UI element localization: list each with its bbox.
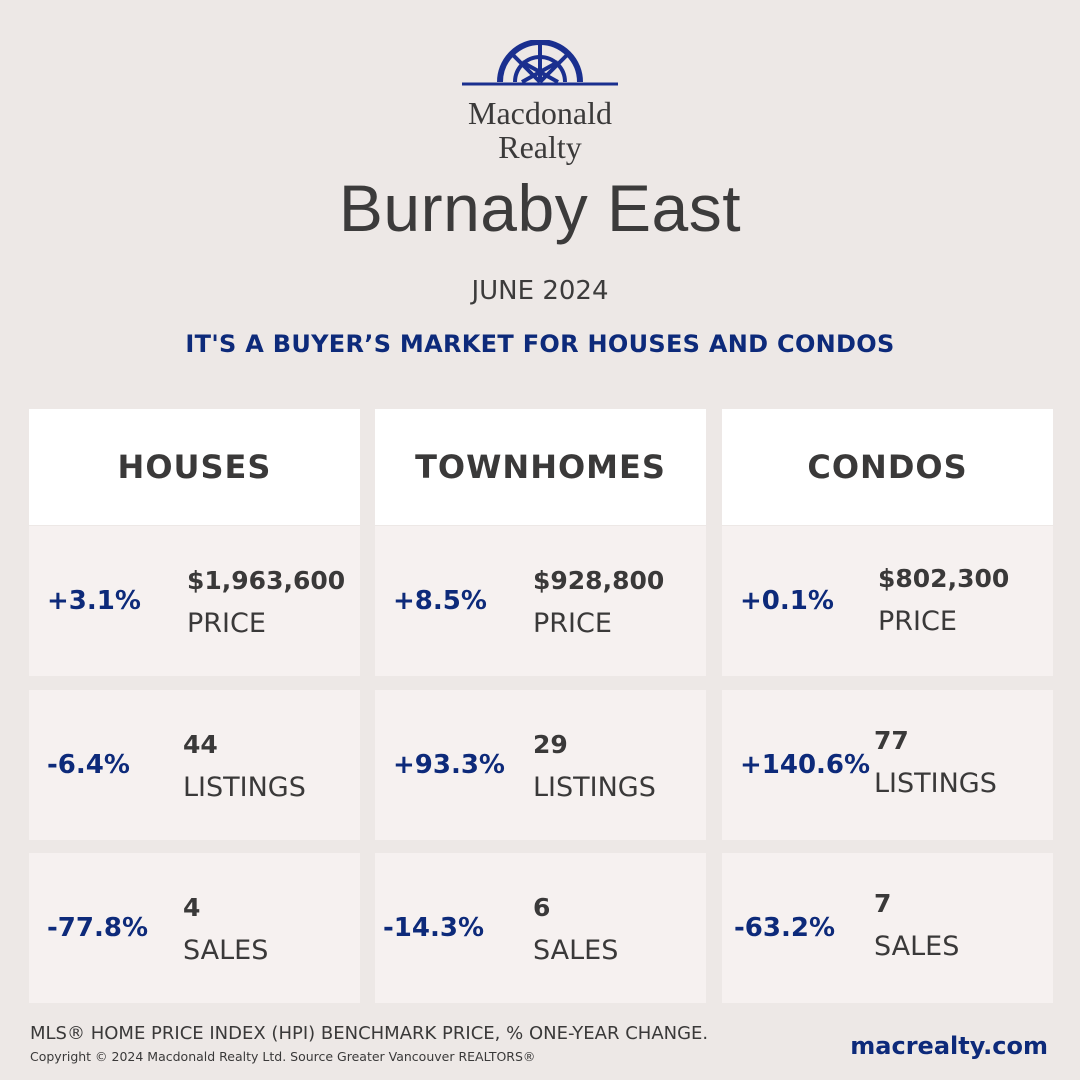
- houses-column: HOUSES: [29, 409, 360, 525]
- metric-label: SALES: [183, 935, 269, 966]
- metric-value: $802,300: [878, 564, 1010, 593]
- metric-value: 6: [533, 893, 551, 922]
- metric-label: PRICE: [533, 608, 612, 639]
- change-percent: -63.2%: [734, 913, 835, 943]
- houses-price-card: +3.1% $1,963,600 PRICE: [29, 526, 360, 676]
- change-percent: -77.8%: [47, 913, 148, 943]
- brand-name-line1: Macdonald: [468, 95, 612, 131]
- houses-listings-card: -6.4% 44 LISTINGS: [29, 690, 360, 840]
- townhomes-listings-card: +93.3% 29 LISTINGS: [375, 690, 706, 840]
- metric-value: $1,963,600: [187, 566, 346, 595]
- condos-listings-card: +140.6% 77 LISTINGS: [722, 690, 1053, 840]
- townhomes-price-card: +8.5% $928,800 PRICE: [375, 526, 706, 676]
- market-headline: IT'S A BUYER’S MARKET FOR HOUSES AND CON…: [185, 330, 895, 358]
- metric-value: $928,800: [533, 566, 665, 595]
- houses-sales-card: -77.8% 4 SALES: [29, 853, 360, 1003]
- metric-value: 7: [874, 889, 892, 918]
- townhomes-column: TOWNHOMES: [375, 409, 706, 525]
- condos-sales-card: -63.2% 7 SALES: [722, 853, 1053, 1003]
- column-title: CONDOS: [722, 409, 1053, 525]
- brand-name-line2: Realty: [498, 129, 582, 165]
- column-title: HOUSES: [29, 409, 360, 525]
- metric-label: LISTINGS: [533, 772, 656, 803]
- metric-label: LISTINGS: [183, 772, 306, 803]
- metric-label: LISTINGS: [874, 768, 997, 799]
- change-percent: +8.5%: [393, 586, 487, 616]
- metric-label: PRICE: [187, 608, 266, 639]
- metric-value: 29: [533, 730, 568, 759]
- report-date: JUNE 2024: [471, 276, 609, 306]
- sunburst-arch-logo-icon: [462, 40, 618, 86]
- metric-value: 44: [183, 730, 218, 759]
- change-percent: +0.1%: [740, 586, 834, 616]
- page-title: Burnaby East: [338, 171, 742, 245]
- methodology-note: MLS® HOME PRICE INDEX (HPI) BENCHMARK PR…: [30, 1023, 709, 1044]
- condos-price-card: +0.1% $802,300 PRICE: [722, 526, 1053, 676]
- column-title: TOWNHOMES: [375, 409, 706, 525]
- brand-logo: Macdonald Realty: [0, 40, 1080, 164]
- metric-label: PRICE: [878, 606, 957, 637]
- change-percent: -6.4%: [47, 750, 130, 780]
- metric-value: 77: [874, 726, 909, 755]
- change-percent: +140.6%: [740, 750, 871, 780]
- condos-column: CONDOS: [722, 409, 1053, 525]
- copyright-text: Copyright © 2024 Macdonald Realty Ltd. S…: [30, 1049, 536, 1064]
- metric-value: 4: [183, 893, 201, 922]
- change-percent: +3.1%: [47, 586, 141, 616]
- change-percent: +93.3%: [393, 750, 505, 780]
- metric-label: SALES: [533, 935, 619, 966]
- metric-label: SALES: [874, 931, 960, 962]
- website-link[interactable]: macrealty.com: [850, 1032, 1048, 1060]
- townhomes-sales-card: -14.3% 6 SALES: [375, 853, 706, 1003]
- change-percent: -14.3%: [383, 913, 484, 943]
